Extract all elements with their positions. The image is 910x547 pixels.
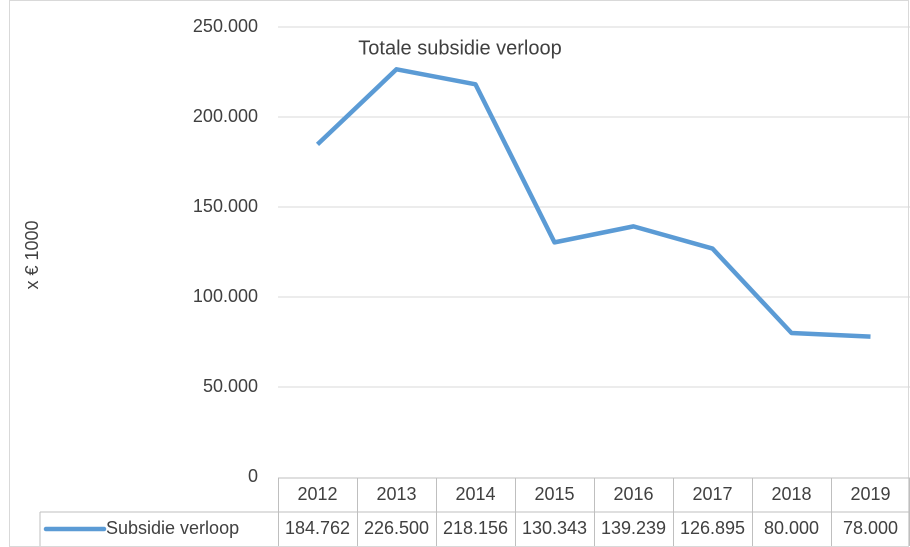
y-tick-label: 100.000 bbox=[193, 286, 258, 306]
data-table-value: 184.762 bbox=[285, 518, 350, 538]
chart-title: Totale subsidie verloop bbox=[358, 37, 561, 59]
y-tick-label: 200.000 bbox=[193, 106, 258, 126]
x-tick-label: 2016 bbox=[613, 484, 653, 504]
data-table-value: 126.895 bbox=[680, 518, 745, 538]
x-tick-label: 2015 bbox=[534, 484, 574, 504]
y-axis-label: x € 1000 bbox=[22, 220, 42, 289]
data-table-value: 130.343 bbox=[522, 518, 587, 538]
data-table-value: 139.239 bbox=[601, 518, 666, 538]
y-tick-label: 250.000 bbox=[193, 16, 258, 36]
x-tick-label: 2017 bbox=[692, 484, 732, 504]
series-line bbox=[315, 67, 871, 339]
y-tick-label: 150.000 bbox=[193, 196, 258, 216]
x-tick-label: 2014 bbox=[455, 484, 495, 504]
legend-label: Subsidie verloop bbox=[106, 518, 239, 538]
x-tick-label: 2013 bbox=[376, 484, 416, 504]
data-table-value: 226.500 bbox=[364, 518, 429, 538]
x-tick-label: 2019 bbox=[850, 484, 890, 504]
y-tick-label: 50.000 bbox=[203, 376, 258, 396]
x-tick-label: 2018 bbox=[771, 484, 811, 504]
data-table-value: 78.000 bbox=[843, 518, 898, 538]
y-tick-label: 0 bbox=[248, 466, 258, 486]
x-tick-label: 2012 bbox=[297, 484, 337, 504]
data-table-value: 218.156 bbox=[443, 518, 508, 538]
data-table-value: 80.000 bbox=[764, 518, 819, 538]
